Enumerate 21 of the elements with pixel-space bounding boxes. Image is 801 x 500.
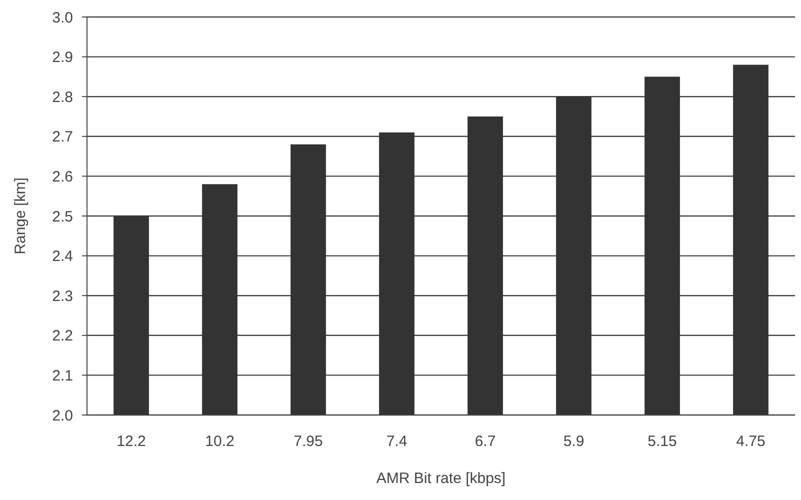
x-tick-label: 7.95 [294,433,323,450]
x-tick-label: 7.4 [386,433,408,450]
y-tick-label: 2.1 [52,367,73,384]
x-tick-label: 4.75 [736,433,766,450]
x-tick-label: 6.7 [474,433,496,450]
x-tick-label: 5.15 [648,433,677,450]
y-tick-label: 2.5 [52,208,73,226]
y-tick-label: 2.9 [52,49,73,66]
y-tick-label: 2.4 [52,248,73,266]
y-tick-label: 2.6 [52,168,73,186]
y-tick-label: 2.2 [52,328,73,345]
y-axis-title: Range [km] [12,178,29,254]
x-tick-label: 10.2 [205,433,234,450]
x-tick-label: 12.2 [116,433,146,450]
x-tick-label: 5.9 [563,433,584,450]
y-tick-label: 2.3 [52,288,73,305]
x-axis-title: AMR Bit rate [kbps] [376,470,506,487]
y-tick-label: 2.8 [52,88,73,106]
y-tick-label: 2.7 [52,128,73,146]
y-tick-label: 3.0 [52,9,73,26]
y-tick-label: 2.0 [52,407,73,424]
